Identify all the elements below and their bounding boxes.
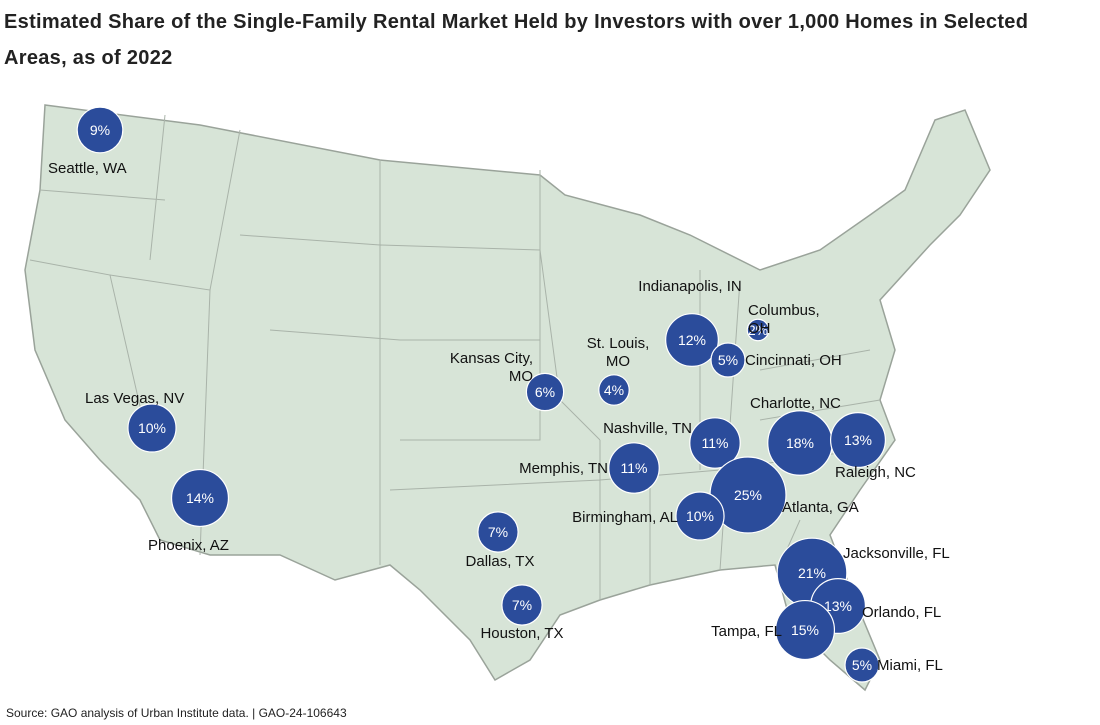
- value-label: 5%: [852, 657, 872, 673]
- value-label: 13%: [824, 598, 852, 614]
- city-label: Phoenix, AZ: [148, 537, 229, 554]
- city-label: Jacksonville, FL: [843, 545, 950, 562]
- value-label: 7%: [512, 597, 532, 613]
- value-label: 6%: [535, 384, 555, 400]
- value-label: 11%: [702, 435, 729, 451]
- city-label: Dallas, TX: [465, 553, 535, 570]
- city-label: Orlando, FL: [862, 604, 942, 621]
- bubble: [829, 411, 887, 469]
- source: Source: GAO analysis of Urban Institute …: [6, 706, 347, 720]
- value-label: 18%: [786, 435, 814, 451]
- value-label: 10%: [686, 508, 714, 524]
- bubble: [127, 403, 177, 453]
- city-label: Birmingham, AL: [572, 509, 678, 526]
- bubble: [477, 511, 519, 553]
- city-label: Tampa, FL: [711, 623, 782, 640]
- value-label: 5%: [718, 352, 738, 368]
- bubble: [844, 647, 880, 683]
- title: Estimated Share of the Single-Family Ren…: [4, 11, 1029, 69]
- city-label: Miami, FL: [877, 657, 943, 674]
- city-label: Raleigh, NC: [835, 464, 916, 481]
- value-label: 13%: [844, 432, 872, 448]
- bubble: [774, 599, 836, 661]
- value-label: 12%: [678, 332, 706, 348]
- city-label: Nashville, TN: [603, 420, 692, 437]
- bubble: [598, 374, 630, 406]
- city-label: Houston, TX: [480, 625, 564, 642]
- value-label: 11%: [621, 460, 648, 476]
- city-label: Memphis, TN: [519, 460, 608, 477]
- bubble: [525, 372, 565, 412]
- city-label: Kansas City, MO: [449, 350, 533, 385]
- bubble: [501, 584, 543, 626]
- city-label: St. Louis, MO: [586, 335, 650, 370]
- bubble: [689, 417, 741, 469]
- value-label: 10%: [138, 420, 166, 436]
- value-label: 25%: [734, 487, 762, 503]
- city-label: Indianapolis, IN: [638, 278, 742, 295]
- value-label: 9%: [90, 122, 110, 138]
- city-label: Seattle, WA: [48, 160, 127, 177]
- city-label: Atlanta, GA: [782, 499, 859, 516]
- bubble: [665, 313, 719, 367]
- city-label: Columbus, OH: [748, 302, 820, 337]
- bubble: [76, 106, 124, 154]
- value-label: 7%: [488, 524, 508, 540]
- value-label: 14%: [186, 490, 214, 506]
- bubble: [710, 342, 746, 378]
- bubble: [608, 442, 660, 494]
- bubble: [170, 468, 230, 528]
- bubble: [746, 318, 770, 342]
- city-label: Cincinnati, OH: [745, 352, 842, 369]
- city-label: Las Vegas, NV: [85, 390, 185, 407]
- value-label: 4%: [604, 382, 624, 398]
- value-label: 15%: [791, 622, 819, 638]
- value-label: 2%: [748, 322, 768, 338]
- bubble: [675, 491, 725, 541]
- value-label: 21%: [798, 565, 826, 581]
- city-label: Charlotte, NC: [750, 395, 841, 412]
